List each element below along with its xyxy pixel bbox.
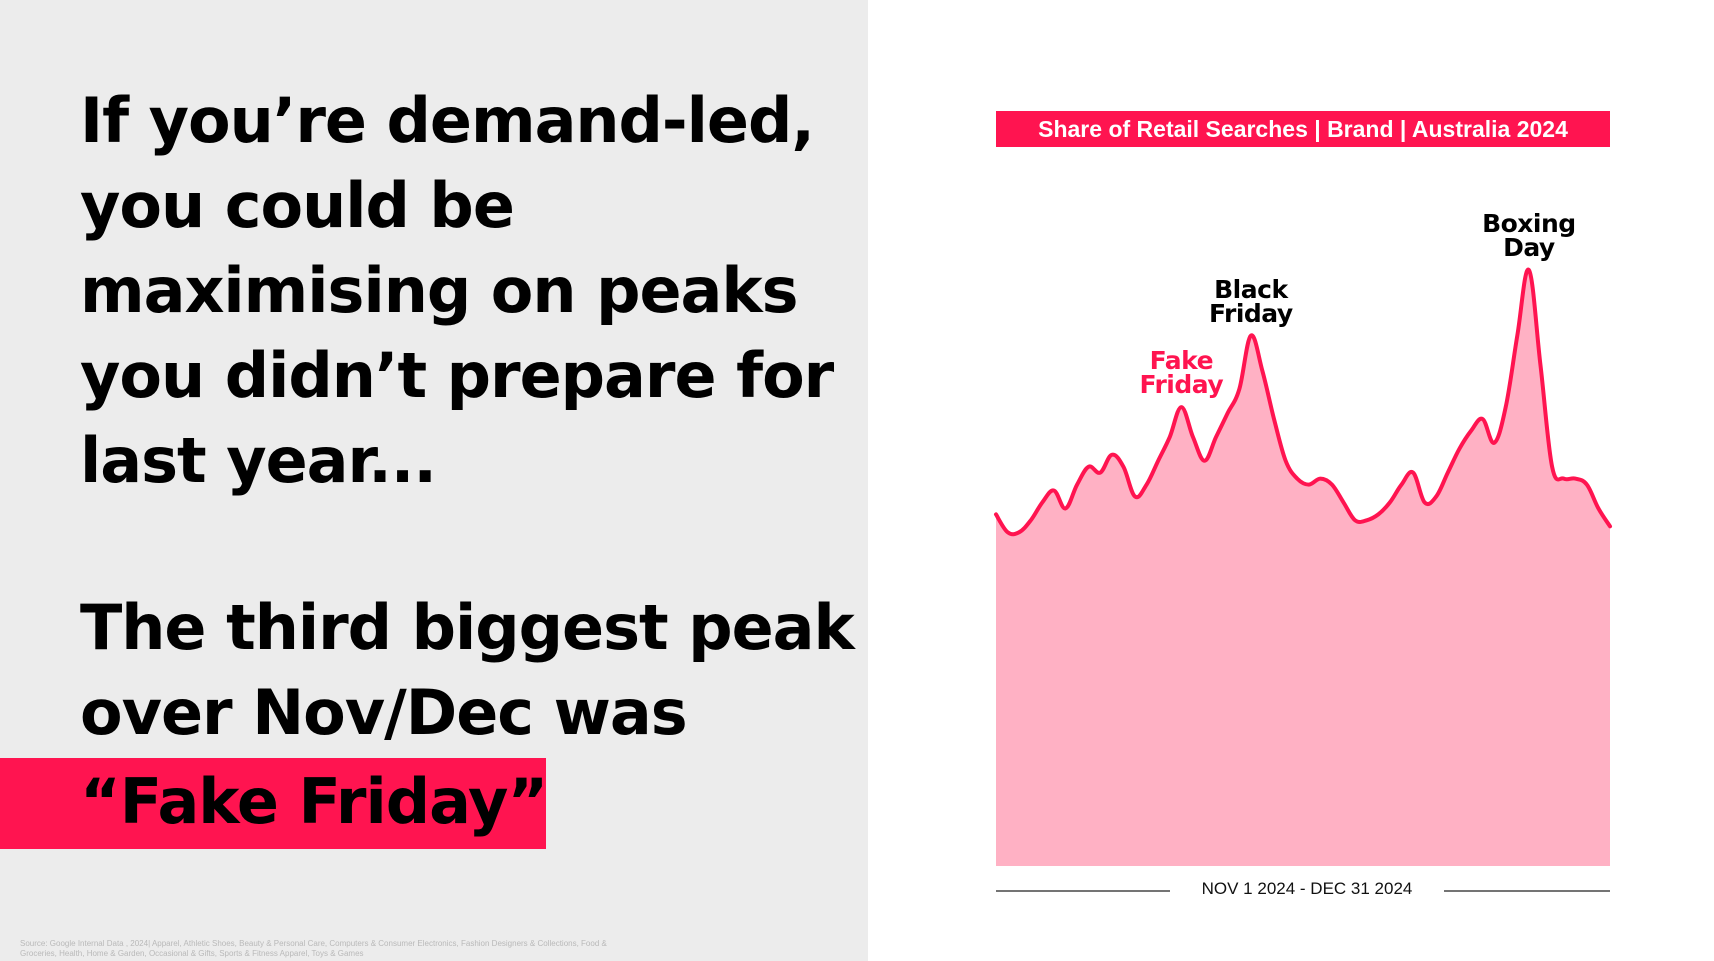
- headline-line: you could be: [80, 169, 515, 242]
- highlight-text: “Fake Friday”: [80, 765, 548, 838]
- subhead: The third biggest peak over Nov/Dec was: [80, 585, 860, 755]
- chart-title: Share of Retail Searches | Brand | Austr…: [996, 111, 1610, 147]
- x-axis-caption: NOV 1 2024 - DEC 31 2024: [1201, 879, 1413, 898]
- headline-line: you didn’t prepare for: [80, 339, 834, 412]
- headline: If you’re demand-led, you could be maxim…: [80, 78, 860, 503]
- peak-label-line: Black: [1214, 274, 1288, 304]
- headline-line: last year...: [80, 424, 437, 497]
- highlight-box: [0, 758, 546, 849]
- series-line: [994, 267, 1612, 537]
- peak-label-line: Friday: [1209, 298, 1293, 328]
- subhead-line: over Nov/Dec was: [80, 676, 688, 749]
- peak-label: Black Friday: [1171, 274, 1331, 328]
- peak-label-line: Fake: [1149, 346, 1214, 376]
- source-note: Source: Google Internal Data , 2024| App…: [20, 939, 607, 958]
- peak-label: Fake Friday: [1101, 346, 1261, 400]
- subhead-line: The third biggest peak: [80, 591, 855, 664]
- peak-label-line: Day: [1503, 233, 1555, 262]
- headline-line: If you’re demand-led,: [80, 84, 815, 157]
- peak-label: Boxing Day: [1449, 209, 1609, 262]
- peak-label-line: Friday: [1139, 370, 1224, 400]
- area-fill: [996, 269, 1610, 866]
- peak-label-line: Boxing: [1482, 209, 1576, 238]
- headline-line: maximising on peaks: [80, 254, 799, 327]
